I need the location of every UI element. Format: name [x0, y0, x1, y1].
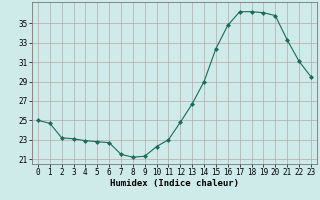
X-axis label: Humidex (Indice chaleur): Humidex (Indice chaleur) [110, 179, 239, 188]
